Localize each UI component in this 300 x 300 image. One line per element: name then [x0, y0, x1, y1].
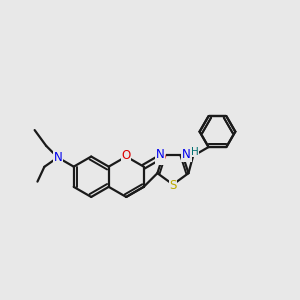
Text: O: O — [156, 151, 165, 164]
Text: N: N — [155, 148, 164, 161]
Text: S: S — [169, 179, 177, 192]
Text: O: O — [122, 148, 131, 162]
Text: N: N — [53, 151, 62, 164]
Text: H: H — [191, 146, 199, 157]
Text: N: N — [182, 148, 191, 161]
Text: N: N — [182, 148, 190, 161]
